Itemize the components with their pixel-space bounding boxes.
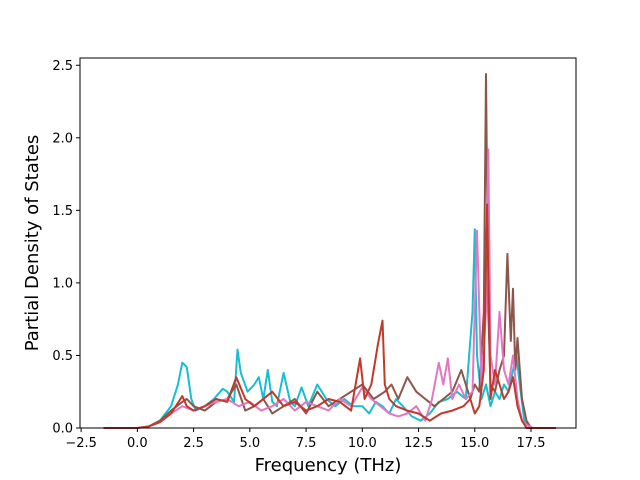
x-axis-label: Frequency (THz) xyxy=(255,455,402,476)
x-tick-label: 15.0 xyxy=(460,436,489,451)
y-tick-label: 2.0 xyxy=(52,131,73,146)
y-ticks: 0.0 0.5 1.0 1.5 2.0 2.5 xyxy=(52,59,80,437)
x-tick-label: 10.0 xyxy=(348,436,377,451)
y-axis-label: Partial Density of States xyxy=(22,135,43,352)
x-tick-label: 7.5 xyxy=(296,436,317,451)
series-layer xyxy=(103,73,556,429)
y-tick-label: 1.0 xyxy=(52,276,73,291)
x-tick-label: 5.0 xyxy=(239,436,260,451)
x-tick-label: −2.5 xyxy=(65,436,97,451)
y-tick-label: 1.5 xyxy=(52,204,73,219)
y-tick-label: 0.0 xyxy=(52,422,73,437)
y-tick-label: 0.5 xyxy=(52,349,73,364)
y-tick-label: 2.5 xyxy=(52,59,73,74)
series-line-4 xyxy=(103,203,556,429)
x-tick-label: 0.0 xyxy=(127,436,148,451)
x-tick-label: 17.5 xyxy=(517,436,546,451)
x-tick-label: 12.5 xyxy=(404,436,433,451)
x-tick-label: 2.5 xyxy=(183,436,204,451)
x-ticks: −2.5 0.0 2.5 5.0 7.5 10.0 12.5 15.0 17.5 xyxy=(65,428,545,451)
axes-frame xyxy=(79,57,577,429)
